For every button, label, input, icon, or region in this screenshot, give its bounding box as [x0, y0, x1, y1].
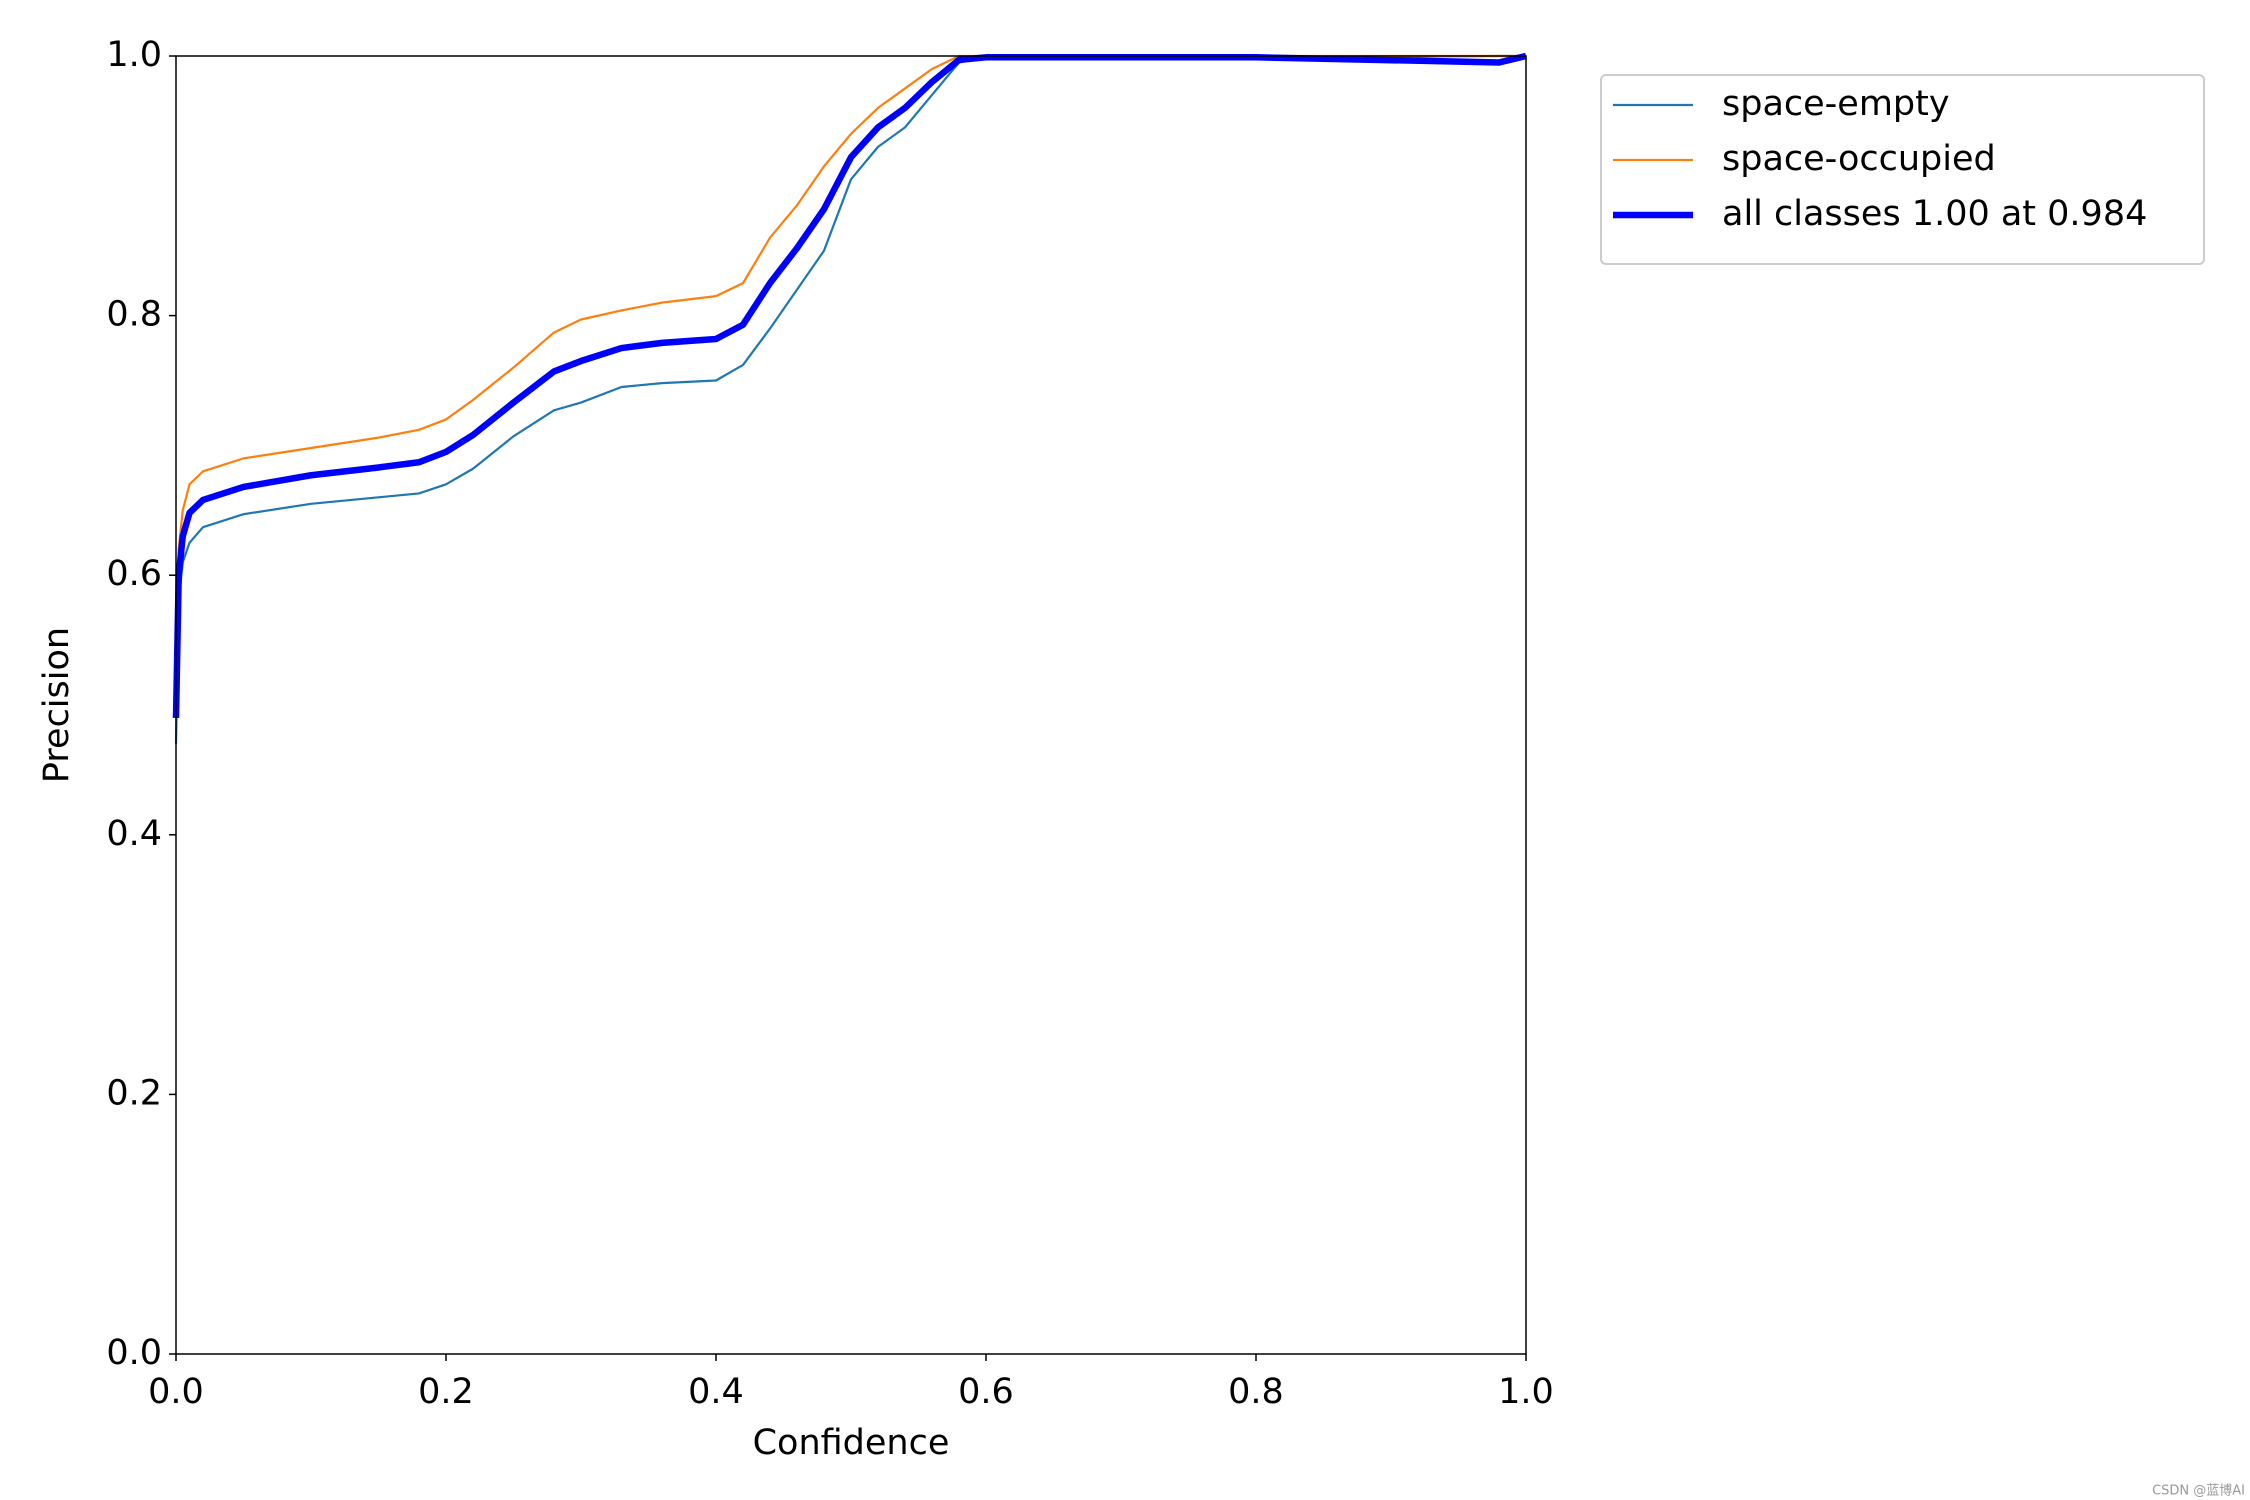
y-axis-label: Precision — [37, 627, 77, 783]
y-tick-label: 0.6 — [106, 554, 162, 594]
y-tick-label: 0.4 — [106, 814, 162, 854]
x-tick-label: 0.6 — [958, 1372, 1014, 1412]
y-tick-label: 0.8 — [106, 295, 162, 335]
y-tick-label: 0.2 — [106, 1073, 162, 1113]
x-tick-label: 0.2 — [418, 1372, 474, 1412]
x-tick-label: 0.4 — [688, 1372, 744, 1412]
legend-box — [1600, 74, 2205, 265]
y-tick-label: 1.0 — [106, 35, 162, 75]
legend-label: all classes 1.00 at 0.984 — [1722, 194, 2147, 234]
x-axis-label: Confidence — [753, 1423, 950, 1463]
legend-label: space-occupied — [1722, 139, 1996, 179]
watermark: CSDN @蓝博AI — [2152, 1484, 2245, 1499]
series-line — [174, 54, 1526, 706]
legend-label: space-empty — [1722, 84, 1950, 124]
series-line — [174, 54, 1526, 744]
x-tick-label: 1.0 — [1498, 1372, 1554, 1412]
y-tick-label: 0.0 — [106, 1333, 162, 1373]
series-line — [172, 52, 1527, 719]
x-tick-label: 0.0 — [148, 1372, 204, 1412]
x-tick-label: 0.8 — [1228, 1372, 1284, 1412]
plot-frame — [175, 55, 1527, 1355]
